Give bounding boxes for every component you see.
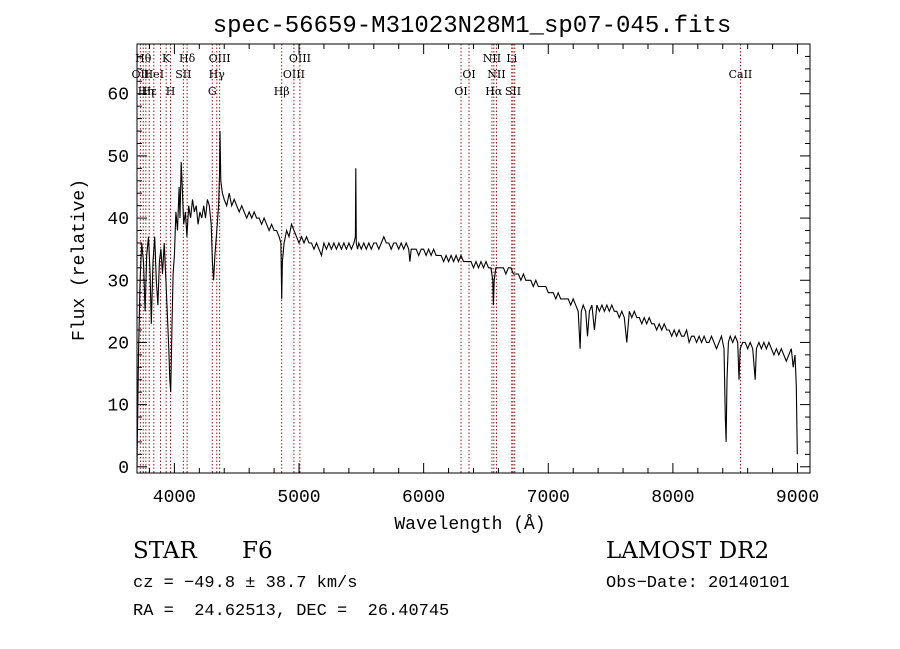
x-tick-label: 4000	[153, 488, 196, 508]
spectral-line-label: G	[208, 85, 217, 98]
spectral-line-label: Hη	[138, 85, 154, 98]
spectral-line-label: Li	[506, 52, 517, 65]
x-tick-label: 8000	[651, 488, 694, 508]
x-tick-label: 5000	[277, 488, 320, 508]
y-tick-label: 20	[107, 334, 129, 354]
y-axis-label: Flux (relative)	[70, 179, 90, 341]
y-tick-label: 40	[107, 210, 129, 230]
ra-dec-coordinates: RA = 24.62513, DEC = 26.40745	[133, 602, 450, 621]
spectral-line-label: HeI	[144, 68, 164, 81]
x-axis-ticks: 4000 5000 6000 7000 8000 9000	[148, 44, 819, 508]
spectral-line-label: NII	[483, 52, 501, 65]
spectral-line-label: OI	[462, 68, 475, 81]
x-tick-label: 6000	[402, 488, 445, 508]
spectral-line-label: NII	[487, 68, 505, 81]
spectral-line-label: Hγ	[209, 68, 226, 81]
observation-date: Obs−Date: 20140101	[606, 574, 790, 593]
y-tick-label: 60	[107, 86, 129, 106]
x-tick-label: 7000	[527, 488, 570, 508]
spectral-line-label: OII	[132, 68, 150, 81]
object-subclass: F6	[242, 538, 273, 564]
x-axis-label: Wavelength (Å)	[394, 514, 545, 535]
redshift-cz: cz = −49.8 ± 38.7 km/s	[133, 574, 358, 593]
spectral-line-label: SII	[175, 68, 191, 81]
y-tick-label: 50	[107, 148, 129, 168]
spectral-line-label: Hθ	[135, 52, 152, 65]
x-tick-label: 9000	[776, 488, 819, 508]
spectral-line-label: H	[166, 85, 176, 98]
y-tick-label: 30	[107, 272, 129, 292]
y-tick-label: 0	[118, 459, 129, 479]
spectral-line-label: OI	[454, 85, 467, 98]
spectral-line-label: CaII	[729, 68, 753, 81]
y-tick-label: 10	[107, 397, 129, 417]
object-class: STAR	[133, 538, 197, 564]
spectral-line-label: OIII	[289, 52, 311, 65]
flux-series-line	[136, 130, 798, 467]
spectral-line-label: K	[162, 52, 171, 65]
plot-frame	[136, 43, 811, 474]
spectral-line-label: Hα	[485, 85, 503, 98]
spectral-line-label: SII	[505, 85, 521, 98]
spectral-line-markers	[139, 44, 741, 473]
spectral-line-label: Hδ	[179, 52, 196, 65]
survey-name: LAMOST DR2	[606, 538, 770, 564]
spectral-line-label: Hε	[142, 85, 158, 98]
y-axis-ticks: 0 10 20 30 40 50 60	[107, 55, 810, 479]
spectral-line-label: OIII	[209, 52, 231, 65]
spectral-line-label: OIII	[283, 68, 305, 81]
chart-title: spec-56659-M31023N28M1_sp07-045.fits	[213, 13, 731, 40]
spectral-line-label: Hβ	[274, 85, 290, 98]
